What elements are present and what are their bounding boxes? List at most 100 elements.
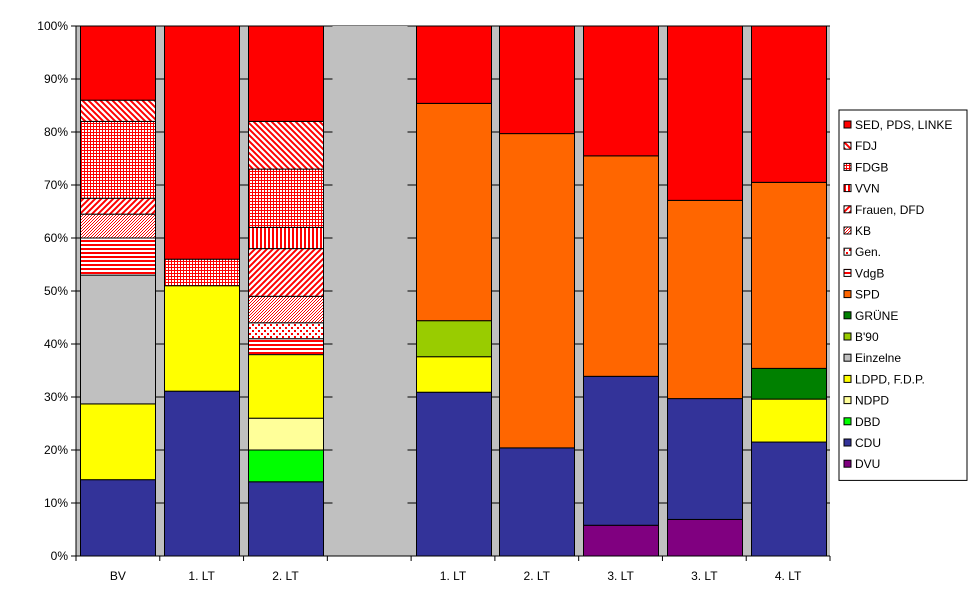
bar-segment [164, 390, 240, 557]
legend-swatch [843, 162, 852, 171]
bar-segment [248, 481, 324, 557]
legend-label: LDPD, F.D.P. [855, 372, 925, 386]
bar-segment [248, 338, 324, 356]
bar-segment [416, 25, 492, 104]
y-tick-label: 90% [44, 72, 68, 86]
bar-segment [583, 25, 659, 157]
legend-swatch [843, 438, 852, 447]
bar-segment [80, 237, 156, 276]
legend-label: SPD [855, 288, 880, 302]
bar-segment [416, 356, 492, 393]
bar-segment [751, 367, 827, 400]
bar-segment [667, 199, 743, 400]
bar-segment [499, 447, 575, 557]
bar-segment [667, 398, 743, 520]
bar-segment [499, 133, 575, 449]
bar-segment [416, 320, 492, 358]
legend-box [838, 109, 968, 481]
legend-swatch [843, 311, 852, 320]
y-tick-label: 60% [44, 231, 68, 245]
legend-label: Frauen, DFD [855, 203, 925, 217]
x-tick-label: 2. LT [524, 569, 551, 583]
bar-segment [248, 322, 324, 340]
bar-segment [248, 120, 324, 170]
bar-segment [248, 226, 324, 250]
y-tick-label: 30% [44, 390, 68, 404]
y-tick-label: 80% [44, 125, 68, 139]
bar-segment [80, 120, 156, 199]
legend-swatch [843, 184, 852, 193]
bar-segment [80, 99, 156, 122]
y-tick-label: 50% [44, 284, 68, 298]
legend-swatch [843, 141, 852, 150]
y-tick-label: 70% [44, 178, 68, 192]
legend-swatch [843, 290, 852, 299]
legend-label: Einzelne [855, 351, 901, 365]
bar-segment [248, 25, 324, 122]
legend-label: DVU [855, 457, 880, 471]
legend-label: DBD [855, 415, 881, 429]
legend-swatch [843, 353, 852, 362]
legend-label: NDPD [855, 394, 889, 408]
legend-swatch [843, 374, 852, 383]
legend-swatch [843, 396, 852, 405]
bar-segment [751, 398, 827, 443]
bar-segment [164, 285, 240, 392]
axes: 0% 10% 20% 30% 40% 50% 60% 70% 80% 90% 100% BV 1. LT… [37, 19, 831, 583]
x-tick-label: 4. LT [775, 569, 802, 583]
legend-label: VVN [855, 182, 880, 196]
x-tick-label: 2. LT [272, 569, 299, 583]
bar-segment [164, 258, 240, 287]
legend-label: KB [855, 224, 871, 238]
bar-segment [751, 181, 827, 369]
legend-label: CDU [855, 436, 881, 450]
x-tick-label: 3. LT [607, 569, 634, 583]
bar-segment [80, 274, 156, 405]
y-tick-label: 20% [44, 443, 68, 457]
y-tick-label: 0% [51, 549, 69, 563]
x-tick-label: 3. LT [691, 569, 718, 583]
bar-segment [80, 197, 156, 215]
bar-segment [416, 102, 492, 322]
y-tick-label: 10% [44, 496, 68, 510]
bar-segment [667, 25, 743, 201]
bar-segment [248, 354, 324, 419]
legend-swatch [843, 459, 852, 468]
bar-segment [248, 417, 324, 451]
bar-segment [248, 248, 324, 297]
bar-segment [751, 25, 827, 183]
bar-segment [667, 518, 743, 557]
legend-swatch [843, 332, 852, 341]
plot-area [76, 25, 830, 557]
bar-segment [583, 375, 659, 526]
y-tick-label: 40% [44, 337, 68, 351]
bar-segment [248, 168, 324, 228]
x-tick-label: 1. LT [440, 569, 467, 583]
legend-label: FDJ [855, 139, 877, 153]
bar-segment [80, 213, 156, 239]
legend: SED, PDS, LINKE FDJ FDGB VVN Frauen, DFD KB Ge… [838, 109, 968, 481]
bar-segment [80, 403, 156, 481]
bar-segment [751, 441, 827, 557]
bar-segment [80, 25, 156, 101]
legend-swatch [843, 268, 852, 277]
legend-label: VdgB [855, 266, 884, 280]
legend-swatch [843, 205, 852, 214]
bar-segment [80, 479, 156, 557]
empty-bar [332, 26, 408, 556]
bar-segment [583, 155, 659, 377]
legend-swatch [843, 226, 852, 235]
legend-swatch [843, 247, 852, 256]
legend-label: B'90 [855, 330, 879, 344]
bar-segment [248, 449, 324, 483]
legend-label: FDGB [855, 160, 888, 174]
legend-label: GRÜNE [855, 309, 898, 323]
legend-swatch [843, 120, 852, 129]
bar-segment [499, 25, 575, 135]
x-tick-label: BV [110, 569, 126, 583]
legend-swatch [843, 417, 852, 426]
bar-segment [416, 391, 492, 557]
x-tick-label: 1. LT [188, 569, 215, 583]
bar-segment [164, 25, 240, 260]
